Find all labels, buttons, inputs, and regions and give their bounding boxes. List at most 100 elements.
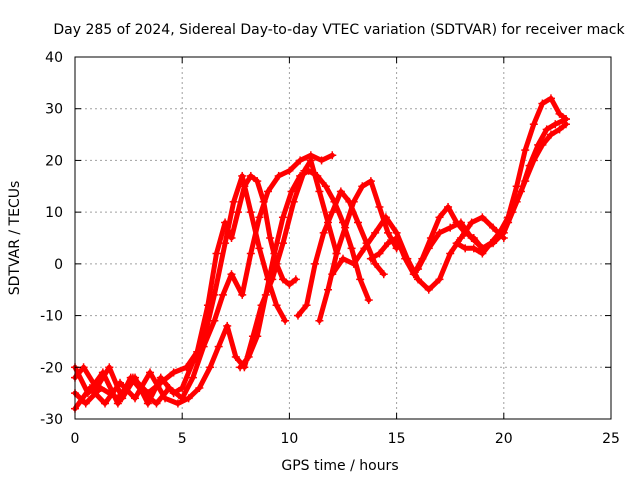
data-point — [328, 208, 337, 217]
y-axis-label: SDTVAR / TECUs — [7, 181, 23, 296]
data-point — [336, 187, 345, 196]
data-point — [364, 296, 373, 305]
data-point — [356, 275, 365, 284]
data-point — [223, 321, 232, 330]
data-point — [452, 239, 461, 248]
data-point — [255, 213, 264, 222]
data-point — [375, 249, 384, 258]
data-point — [444, 202, 453, 211]
data-point — [152, 399, 161, 408]
data-point — [131, 394, 140, 403]
data-point — [486, 239, 495, 248]
data-point — [266, 234, 275, 242]
data-point — [366, 177, 375, 186]
data-point — [139, 389, 148, 398]
data-point — [424, 285, 433, 294]
data-point — [261, 290, 270, 299]
data-point — [504, 218, 513, 227]
data-point — [409, 270, 418, 279]
data-point — [231, 352, 240, 361]
data-point — [315, 187, 324, 196]
x-tick-label: 15 — [388, 431, 406, 447]
y-tick-label: 10 — [45, 205, 63, 221]
data-point — [289, 197, 298, 206]
data-point — [212, 249, 221, 258]
series-line-6 — [295, 189, 387, 319]
data-point — [255, 244, 264, 253]
data-point — [253, 332, 262, 341]
data-point — [218, 290, 227, 299]
data-point — [375, 202, 384, 211]
data-point — [555, 125, 564, 134]
data-point — [143, 399, 152, 408]
data-point — [358, 182, 367, 191]
x-tick-label: 20 — [495, 431, 513, 447]
data-point — [347, 244, 356, 253]
data-traces — [71, 94, 570, 413]
data-point — [214, 342, 223, 351]
data-point — [315, 316, 324, 325]
data-point — [206, 363, 215, 372]
data-point — [446, 223, 455, 232]
data-point — [456, 218, 465, 227]
data-point — [165, 383, 174, 392]
data-point — [551, 120, 560, 129]
x-tick-label: 0 — [71, 431, 80, 447]
data-point — [188, 358, 197, 367]
data-point — [126, 373, 135, 382]
data-point — [512, 182, 521, 191]
data-point — [317, 156, 326, 165]
data-point — [313, 171, 322, 180]
y-tick-label: 20 — [45, 153, 63, 169]
data-point — [546, 94, 555, 103]
y-tick-label: 0 — [54, 257, 63, 273]
data-point — [384, 239, 393, 248]
data-point — [244, 352, 253, 361]
x-tick-label: 5 — [178, 431, 187, 447]
data-point — [291, 275, 300, 284]
data-point — [272, 301, 281, 310]
data-point — [210, 316, 219, 325]
data-point — [105, 363, 114, 372]
data-point — [253, 177, 262, 186]
data-point — [227, 234, 236, 242]
data-point — [512, 197, 521, 206]
data-point — [435, 275, 444, 284]
data-point — [323, 285, 332, 294]
data-point — [246, 249, 255, 258]
data-point — [278, 239, 287, 248]
chart-title: Day 285 of 2024, Sidereal Day-to-day VTE… — [53, 22, 625, 38]
data-point — [210, 290, 219, 299]
series-line-5 — [237, 168, 372, 370]
data-point — [227, 270, 236, 279]
data-point — [328, 270, 337, 279]
data-point — [169, 368, 178, 377]
data-point — [146, 368, 155, 377]
data-point — [263, 187, 272, 196]
data-point — [341, 223, 350, 232]
y-tick-label: 30 — [45, 102, 63, 118]
data-point — [392, 234, 401, 242]
data-point — [414, 275, 423, 284]
data-point — [546, 130, 555, 139]
y-tick-label: 40 — [45, 50, 63, 66]
data-point — [478, 213, 487, 222]
data-point — [116, 378, 125, 387]
data-point — [495, 228, 504, 237]
data-point — [319, 228, 328, 237]
data-point — [401, 254, 410, 263]
series-line-11 — [454, 121, 569, 256]
data-point — [274, 171, 283, 180]
x-tick-label: 10 — [280, 431, 298, 447]
data-point — [414, 265, 423, 274]
data-point — [311, 259, 320, 268]
data-point — [332, 249, 341, 258]
data-point — [381, 213, 390, 222]
data-point — [184, 394, 193, 403]
data-point — [538, 140, 547, 149]
x-tick-label: 25 — [602, 431, 620, 447]
data-point — [521, 177, 530, 186]
data-point — [161, 394, 170, 403]
data-point — [321, 182, 330, 191]
